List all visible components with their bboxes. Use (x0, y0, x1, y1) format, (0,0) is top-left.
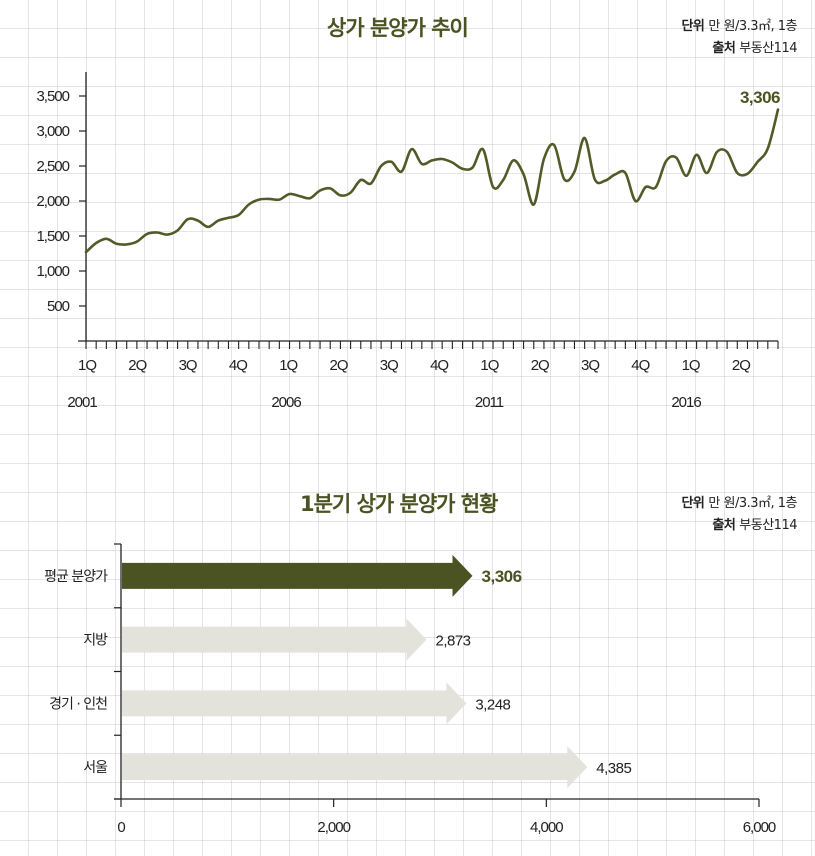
source-label: 출처 (712, 41, 736, 56)
x-quarter-label: 4Q (229, 357, 247, 374)
x-quarter-label: 3Q (179, 357, 197, 374)
y-tick-label: 3,000 (36, 123, 69, 140)
x-quarter-label: 2Q (732, 357, 750, 374)
x-tick-label: 0 (117, 819, 125, 836)
x-quarter-label: 3Q (380, 357, 398, 374)
source-value: 부동산114 (739, 41, 797, 56)
unit-value: 만 원/3.3㎡, 1층 (708, 496, 797, 511)
x-quarter-label: 3Q (581, 357, 599, 374)
category-label: 서울 (83, 760, 108, 776)
source-line: 출처 부동산114 (681, 38, 797, 60)
x-quarter-label: 4Q (430, 357, 448, 374)
x-quarter-label: 2Q (128, 357, 146, 374)
y-tick-label: 3,500 (36, 88, 69, 105)
bar-chart-meta: 단위 만 원/3.3㎡, 1층 출처 부동산114 (681, 493, 797, 537)
y-tick-label: 2,500 (36, 158, 69, 175)
y-tick-label: 1,000 (36, 263, 69, 280)
bar-arrow (122, 682, 467, 725)
x-quarter-label: 4Q (631, 357, 649, 374)
line-chart: 500 1,000 1,500 2,000 2,500 3,000 3,500 1Q 2Q 3Q 4… (36, 72, 781, 411)
source-value: 부동산114 (739, 518, 797, 533)
bar-arrow (122, 554, 473, 597)
unit-label: 단위 (681, 496, 705, 511)
x-year-label: 2016 (671, 394, 701, 411)
value-label: 3,306 (482, 567, 522, 586)
category-label: 평균 분양가 (44, 569, 108, 585)
source-label: 출처 (712, 518, 736, 533)
unit-label: 단위 (681, 19, 705, 34)
x-tick-label: 6,000 (743, 819, 776, 836)
end-value-label: 3,306 (740, 88, 780, 107)
bar-arrow (122, 746, 588, 789)
x-quarter-label: 1Q (480, 357, 498, 374)
x-quarter-label: 2Q (329, 357, 347, 374)
value-label: 3,248 (475, 696, 510, 713)
category-label: 지방 (83, 633, 108, 649)
bar-arrow (122, 618, 427, 661)
line-chart-title: 상가 분양가 추이 (327, 16, 469, 40)
unit-value: 만 원/3.3㎡, 1층 (708, 19, 797, 34)
x-quarter-label: 2Q (531, 357, 549, 374)
price-trend-line (84, 108, 780, 254)
y-tick-label: 2,000 (36, 193, 69, 210)
value-label: 4,385 (596, 760, 631, 777)
x-quarter-label: 1Q (78, 357, 96, 374)
x-year-label: 2011 (475, 394, 504, 411)
y-tick-label: 1,500 (36, 228, 69, 245)
x-year-label: 2006 (271, 394, 301, 411)
y-tick-label: 500 (47, 298, 70, 315)
source-line: 출처 부동산114 (681, 515, 797, 537)
line-chart-meta: 단위 만 원/3.3㎡, 1층 출처 부동산114 (681, 16, 797, 60)
x-tick-label: 2,000 (317, 819, 350, 836)
value-label: 2,873 (435, 633, 470, 650)
x-quarter-label: 1Q (279, 357, 297, 374)
bar-chart-title: 1분기 상가 분양가 현황 (300, 492, 498, 516)
x-tick-label: 4,000 (530, 819, 563, 836)
bar-chart: 0 2,000 4,000 6,000 평균 분양가 3,306 지방 2,873 경기 · 인… (44, 543, 777, 836)
category-label: 경기 · 인천 (49, 696, 107, 712)
x-year-label: 2001 (67, 394, 97, 411)
unit-line: 단위 만 원/3.3㎡, 1층 (681, 493, 797, 515)
unit-line: 단위 만 원/3.3㎡, 1층 (681, 16, 797, 38)
x-quarter-label: 1Q (682, 357, 700, 374)
